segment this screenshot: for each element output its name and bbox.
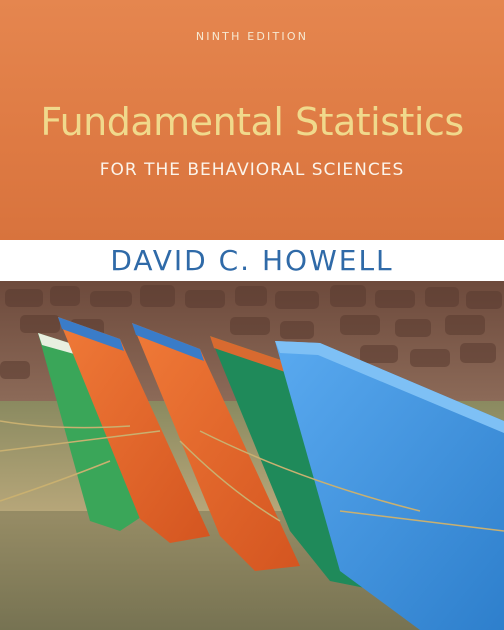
boats-photo bbox=[0, 281, 504, 630]
orange-boat-2 bbox=[132, 323, 300, 571]
blue-boat bbox=[275, 341, 504, 630]
green-boat bbox=[38, 333, 150, 531]
book-title: Fundamental Statistics bbox=[40, 100, 464, 144]
mooring-ropes bbox=[0, 420, 504, 532]
author-band: DAVID C. HOWELL bbox=[0, 240, 504, 281]
author-name: DAVID C. HOWELL bbox=[110, 244, 394, 277]
title-band: NINTH EDITION Fundamental Statistics FOR… bbox=[0, 0, 504, 240]
edition-label: NINTH EDITION bbox=[195, 30, 309, 43]
orange-boat-1 bbox=[58, 317, 210, 543]
book-subtitle: FOR THE BEHAVIORAL SCIENCES bbox=[99, 160, 405, 180]
